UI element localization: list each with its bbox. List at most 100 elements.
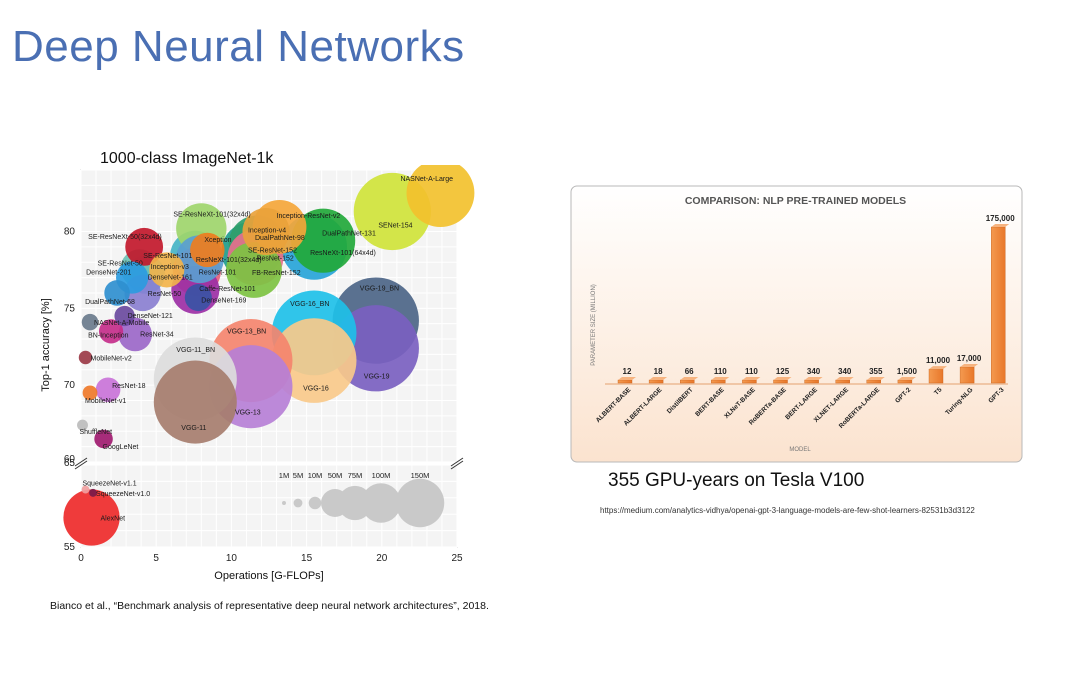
bar-value-label: 1,500 (897, 367, 918, 376)
size-legend-label: 150M (411, 471, 430, 480)
size-legend-bubble (282, 501, 286, 505)
bubble-label-densenet-201: DenseNet-201 (86, 270, 131, 277)
bubble-label-se-resnet-101: SE-ResNet-101 (143, 253, 192, 260)
bubble-label-vgg-11-bn: VGG-11_BN (176, 347, 215, 354)
bubble-dualpathnet-68 (104, 280, 130, 306)
bubble-label-dualpathnet-68: DualPathNet-68 (85, 299, 135, 306)
bar-xlnet-large (835, 379, 850, 384)
bar-chart-y-label: PARAMETER SIZE (MILLION) (591, 284, 597, 366)
size-legend-label: 100M (372, 471, 391, 480)
bubble-squeezenet-v1-0 (89, 488, 97, 497)
bubble-label-mobilenet-v1: MobileNet-v1 (85, 398, 126, 405)
bubble-label-xception: Xception (204, 237, 231, 244)
x-tick-label: 20 (376, 553, 388, 564)
bar-value-label: 340 (838, 367, 852, 376)
bar-category-label: T5 (933, 386, 944, 397)
bar-top-bert-large (804, 377, 823, 380)
size-legend-label: 75M (348, 471, 363, 480)
y-tick-label: 75 (64, 303, 76, 314)
bar-top-albert-base (618, 377, 636, 380)
bubble-label-inception-v3: Inception-v3 (151, 264, 189, 271)
bubble-vgg-11 (153, 360, 237, 444)
nlp-models-bar-chart: COMPARISON: NLP PRE-TRAINED MODELS PARAME… (570, 185, 1023, 463)
bubble-label-resnext-101-32x4d: ResNeXt-101(32x4d) (196, 257, 262, 264)
size-legend-bubble (361, 483, 401, 523)
bubble-label-vgg-13: VGG-13 (235, 410, 261, 417)
axis-break-slash (74, 457, 88, 467)
bubble-vgg-16 (271, 318, 357, 403)
bubble-shufflenet (77, 419, 88, 431)
bubble-label-caffe-resnet-101: Caffe-ResNet-101 (199, 286, 255, 293)
bar-top-xlnet-base (742, 377, 761, 380)
bar-value-label: 125 (776, 367, 790, 376)
bubble-label-vgg-16-bn: VGG-16_BN (290, 301, 329, 308)
bar-top-gpt-3 (991, 224, 1010, 227)
bubble-resnet-34 (118, 317, 152, 352)
bubble-label-vgg-19: VGG-19 (364, 373, 390, 380)
bubble-googlenet (94, 429, 113, 449)
size-legend-label: 10M (308, 471, 323, 480)
bubble-fb-resnet-152 (226, 241, 282, 298)
bar-chart-panel (570, 185, 1023, 463)
y-tick-label: 55 (64, 542, 76, 553)
bar-top-t5 (929, 366, 947, 370)
source-url[interactable]: https://medium.com/analytics-vidhya/open… (600, 506, 975, 515)
gpu-years-caption: 355 GPU-years on Tesla V100 (608, 470, 865, 491)
bubble-densenet-121 (114, 305, 135, 327)
bar-bert-base (711, 379, 726, 384)
bar-top-bert-base (711, 377, 730, 380)
bubble-densenet-169 (184, 284, 212, 312)
bar-value-label: 66 (685, 367, 694, 376)
x-tick-label: 0 (78, 553, 84, 564)
bar-roberta-base (773, 379, 788, 384)
bar-top-roberta-large (866, 377, 885, 380)
bar-value-label: 355 (869, 367, 883, 376)
bubble-label-senet-154: SENet-154 (378, 222, 412, 229)
bar-gpt-3 (991, 226, 1006, 384)
y-axis-label: Top-1 accuracy [%] (40, 298, 52, 392)
bubble-label-se-resnext-101-32x4d: SE-ResNeXt-101(32x4d) (173, 211, 250, 218)
axis-break-slash (74, 460, 88, 470)
bubble-label-densenet-161: DenseNet-161 (148, 275, 193, 282)
bubble-label-dualpathnet-98: DualPathNet-98 (255, 235, 305, 242)
bar-top-distilbert (680, 377, 699, 380)
bar-top-xlnet-large (835, 377, 854, 380)
axis-break-slash (450, 457, 464, 467)
bar-top-turing-nlg (960, 364, 979, 367)
x-axis-label: Operations [G-FLOPs] (214, 570, 323, 582)
bubble-label-vgg-13-bn: VGG-13_BN (227, 329, 266, 336)
bar-gpt-2 (897, 379, 913, 384)
size-legend-label: 50M (328, 471, 343, 480)
bubble-alexnet (63, 489, 120, 546)
bar-top-albert-large (649, 377, 668, 380)
bubble-label-resnext-101-64x4d: ResNeXt-101(64x4d) (310, 250, 376, 257)
bubble-label-mobilenet-v2: MobileNet-v2 (91, 355, 132, 362)
bubble-label-densenet-121: DenseNet-121 (128, 313, 173, 320)
bubble-resnet-18 (95, 377, 121, 403)
bubble-label-se-resnet-152: SE-ResNet-152 (248, 247, 297, 254)
bubble-mobilenet-v2 (78, 350, 93, 365)
bubble-mobilenet-v1 (82, 385, 98, 401)
bar-top-roberta-base (773, 377, 792, 380)
bubble-squeezenet-v1-1 (81, 485, 90, 494)
bubble-label-resnet-18: ResNet-18 (112, 383, 146, 390)
bubble-label-resnet-152: ResNet-152 (256, 256, 293, 263)
bar-distilbert (679, 379, 695, 384)
bubble-label-bn-inception: BN-Inception (88, 332, 129, 339)
y-tick-label: 60 (64, 454, 76, 465)
bubble-label-dualpathnet-131: DualPathNet-131 (322, 231, 376, 238)
axis-break-slash (450, 460, 464, 470)
x-tick-label: 25 (451, 553, 463, 564)
bubble-inception-v3 (149, 252, 185, 288)
bar-top-gpt-2 (897, 377, 916, 380)
bar-value-label: 12 (623, 367, 632, 376)
bubble-label-shufflenet: ShuffleNet (80, 429, 113, 436)
bubble-label-nasnet-a-mobile: NASNet-A-Mobile (94, 320, 149, 327)
slide-title: Deep Neural Networks (12, 22, 465, 71)
bubble-label-vgg-16: VGG-16 (303, 386, 329, 393)
y-tick-label: 80 (64, 226, 76, 237)
size-legend-bubble (293, 498, 303, 508)
y-tick-label: 70 (64, 380, 76, 391)
bar-value-label: 11,000 (926, 356, 951, 365)
size-legend-bubble (308, 496, 322, 510)
